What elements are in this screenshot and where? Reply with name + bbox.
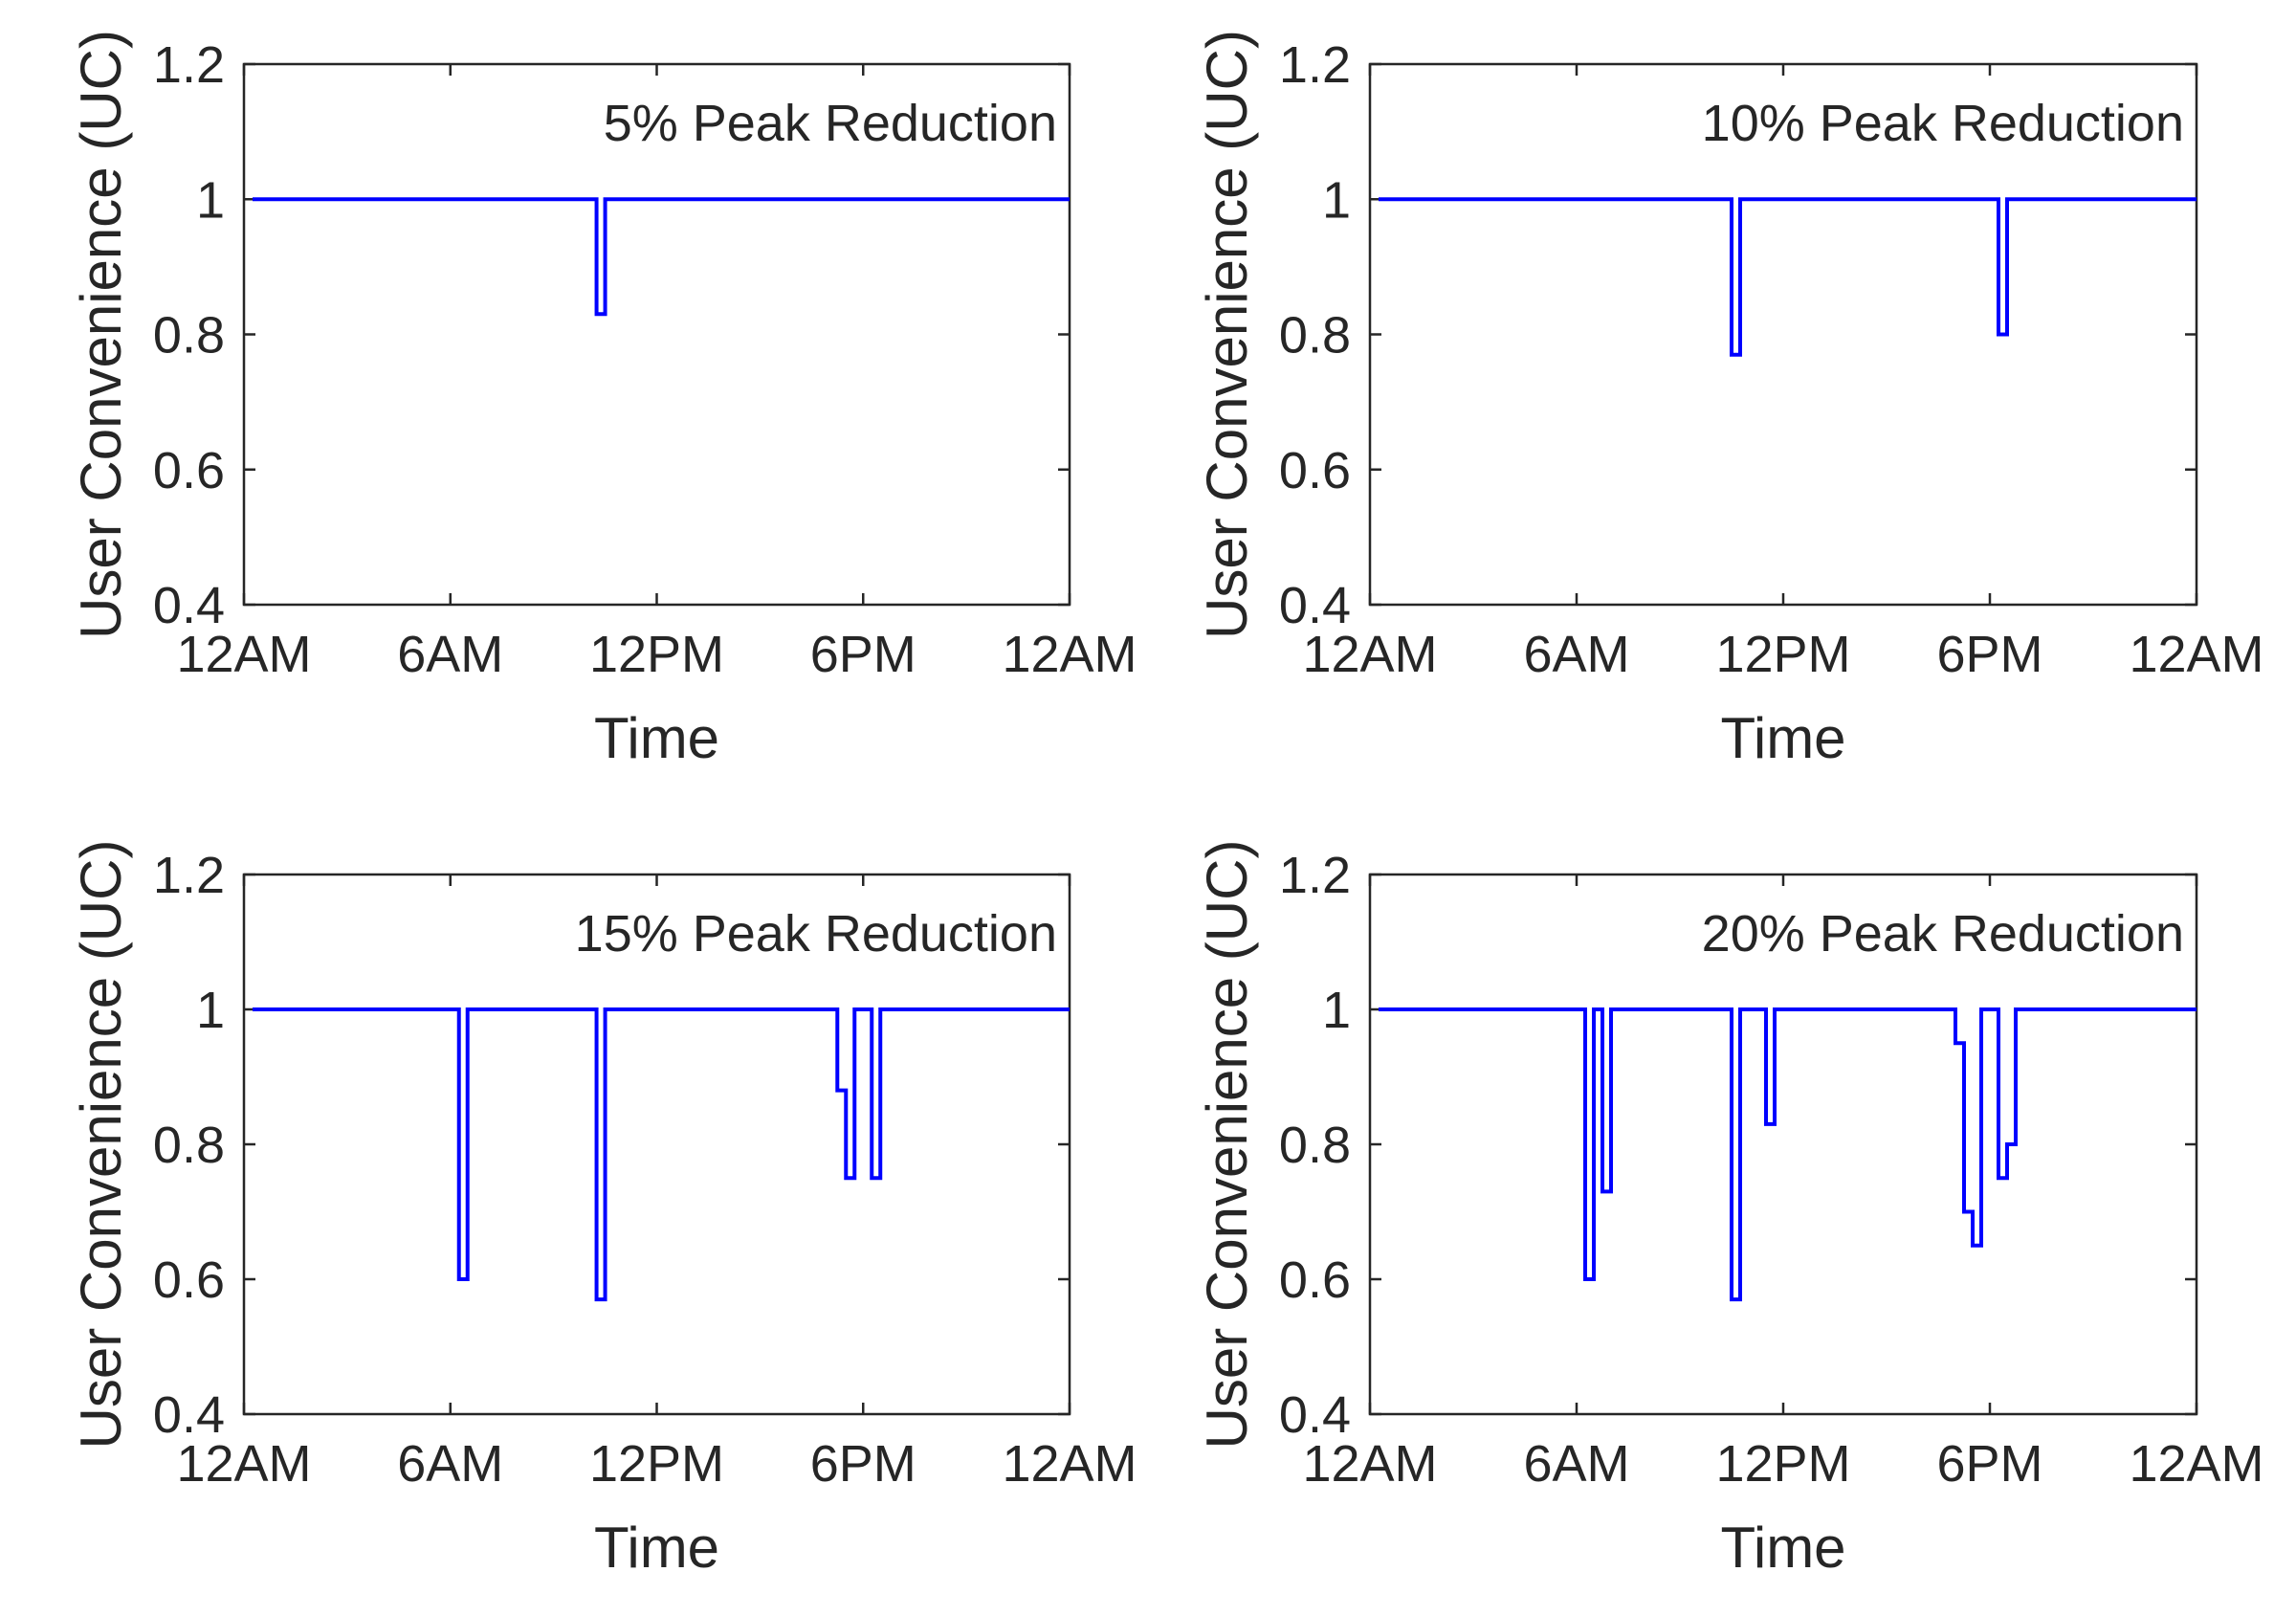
y-tick-label: 1.2 xyxy=(153,36,225,94)
x-tick-label: 6PM xyxy=(1936,626,2042,683)
chart-panel-3: 12AM 6AM 12PM 6PM 12AM0.40.60.811.2TimeUser … xyxy=(69,840,1137,1580)
y-tick-label: 1 xyxy=(196,982,225,1039)
x-tick-label: 6PM xyxy=(810,626,916,683)
x-tick-label: 6AM xyxy=(397,1435,503,1493)
y-tick-label: 0.8 xyxy=(1279,307,1351,365)
y-tick-label: 0.6 xyxy=(153,1251,225,1309)
panel-annotation: 20% Peak Reduction xyxy=(1702,905,2184,963)
y-tick-label: 1 xyxy=(1322,171,1351,229)
x-axis-title: Time xyxy=(594,706,719,770)
x-tick-label: 12AM xyxy=(1002,1435,1137,1493)
y-tick-label: 0.6 xyxy=(1279,442,1351,499)
x-tick-label: 12PM xyxy=(1715,626,1850,683)
x-tick-label: 6AM xyxy=(1523,1435,1629,1493)
chart-panel-1: 12AM 6AM 12PM 6PM 12AM0.40.60.811.2TimeUser … xyxy=(69,30,1137,770)
series-line-1 xyxy=(252,1007,1070,1302)
x-tick-label: 12AM xyxy=(1002,626,1137,683)
y-tick-label: 1 xyxy=(1322,982,1351,1039)
y-axis-title: User Convenience (UC) xyxy=(69,840,133,1450)
x-axis-title: Time xyxy=(1720,1516,1845,1580)
x-tick-label: 12AM xyxy=(2129,1435,2263,1493)
y-tick-label: 1.2 xyxy=(1279,36,1351,94)
x-tick-label: 6AM xyxy=(397,626,503,683)
y-tick-label: 0.8 xyxy=(1279,1117,1351,1174)
x-tick-label: 12AM xyxy=(2129,626,2263,683)
x-axis-title: Time xyxy=(594,1516,719,1580)
series-line-1 xyxy=(1379,197,2197,357)
x-tick-label: 12PM xyxy=(1715,1435,1850,1493)
y-tick-label: 0.4 xyxy=(153,577,225,634)
x-tick-label: 12PM xyxy=(589,1435,724,1493)
chart-panel-2: 12AM 6AM 12PM 6PM 12AM0.40.60.811.2TimeUser … xyxy=(1195,30,2264,770)
x-tick-label: 12AM xyxy=(1302,1435,1437,1493)
series-line-1 xyxy=(1379,1007,2197,1302)
y-tick-label: 1.2 xyxy=(153,847,225,904)
panel-annotation: 10% Peak Reduction xyxy=(1702,95,2184,152)
y-tick-label: 1.2 xyxy=(1279,847,1351,904)
x-tick-label: 12AM xyxy=(176,626,311,683)
y-axis-title: User Convenience (UC) xyxy=(69,30,133,639)
x-tick-label: 6PM xyxy=(810,1435,916,1493)
y-tick-label: 0.4 xyxy=(1279,577,1351,634)
chart-panel-4: 12AM 6AM 12PM 6PM 12AM0.40.60.811.2TimeUser … xyxy=(1195,840,2264,1580)
series-line-1 xyxy=(252,197,1070,317)
y-tick-label: 0.8 xyxy=(153,307,225,365)
x-tick-label: 12AM xyxy=(176,1435,311,1493)
panel-annotation: 5% Peak Reduction xyxy=(604,95,1057,152)
y-tick-label: 1 xyxy=(196,171,225,229)
x-axis-title: Time xyxy=(1720,706,1845,770)
x-tick-label: 6AM xyxy=(1523,626,1629,683)
y-axis-title: User Convenience (UC) xyxy=(1195,30,1259,639)
y-tick-label: 0.4 xyxy=(1279,1386,1351,1444)
y-tick-label: 0.8 xyxy=(153,1117,225,1174)
y-axis-title: User Convenience (UC) xyxy=(1195,840,1259,1450)
y-tick-label: 0.6 xyxy=(153,442,225,499)
x-tick-label: 12PM xyxy=(589,626,724,683)
panel-annotation: 15% Peak Reduction xyxy=(575,905,1057,963)
x-tick-label: 6PM xyxy=(1936,1435,2042,1493)
x-tick-label: 12AM xyxy=(1302,626,1437,683)
y-tick-label: 0.4 xyxy=(153,1386,225,1444)
y-tick-label: 0.6 xyxy=(1279,1251,1351,1309)
